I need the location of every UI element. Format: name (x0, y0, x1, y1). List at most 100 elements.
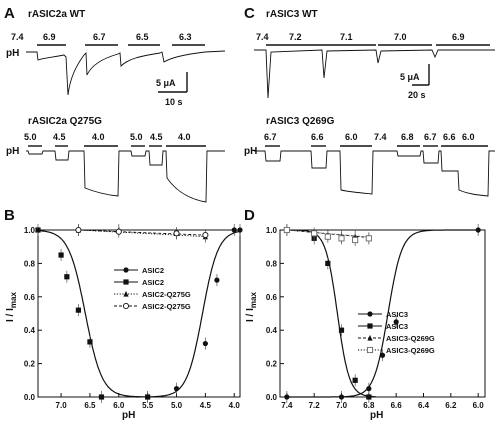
legend-marker (367, 323, 373, 329)
data-point (352, 377, 358, 383)
legend-label: ASIC2 (142, 266, 164, 275)
x-tick-label: 4.0 (229, 401, 241, 410)
x-tick-label: 6.4 (418, 401, 430, 410)
ph-value: 6.9 (452, 32, 465, 42)
y-axis-label: I / I (245, 308, 256, 322)
data-point (311, 230, 318, 237)
legend: ASIC2 ASIC2 ASIC2-Q275G ASIC2-Q275G (114, 266, 191, 311)
ph-value: 5.0 (24, 132, 37, 142)
y-tick-label: 1.0 (266, 226, 278, 235)
legend-marker (123, 267, 129, 273)
ph-value: 7.4 (256, 32, 269, 42)
ph-axis-label: pH (244, 146, 257, 157)
y-tick-label: 0.2 (24, 360, 36, 369)
ph-value: 6.7 (424, 132, 437, 142)
series-line (136, 230, 241, 398)
data-point (338, 394, 345, 400)
data-point (393, 319, 399, 325)
plot-frame (37, 229, 241, 398)
current-trace (26, 50, 226, 96)
data-point (115, 228, 122, 235)
y-axis-label: I / I (5, 308, 16, 322)
data-point (366, 394, 372, 400)
legend-label: ASIC3-Q269G (386, 346, 435, 355)
scale-time-label: 20 s (408, 90, 426, 100)
ph-value: 5.0 (130, 132, 143, 142)
legend-label: ASIC3 (386, 310, 408, 319)
data-point (284, 394, 290, 400)
series-line (78, 229, 206, 238)
data-point (324, 233, 331, 240)
y-tick-label: 1.0 (24, 226, 36, 235)
ph-value: 6.6 (311, 132, 324, 142)
chart-d-plot: 7.4 7.2 7.0 6.8 6.6 6.4 6.2 6.0 0.0 0.2 0.4 0.6 0.8 1… (266, 224, 486, 410)
y-tick-label: 0.6 (266, 293, 278, 302)
data-point (173, 230, 180, 237)
legend: ASIC3 ASIC3 ASIC3-Q269G ASIC3-Q269G (358, 310, 435, 355)
data-point (338, 235, 345, 242)
ph-value: 6.6 (443, 132, 456, 142)
ph-value: 4.5 (150, 132, 163, 142)
data-point (214, 277, 220, 283)
legend-marker (366, 346, 374, 354)
x-tick-label: 7.4 (281, 401, 293, 410)
data-point (35, 227, 41, 233)
legend-label: ASIC2 (142, 278, 164, 287)
x-tick-label: 5.5 (142, 401, 154, 410)
data-point (338, 327, 345, 333)
ph-value: 7.1 (340, 32, 353, 42)
panel-a-traces: A rASIC2a WT 7.4 6.9 6.7 6.5 6.3 pH 5 μA… (4, 5, 226, 203)
panel-b-ylabel: I / Imax (5, 292, 18, 322)
legend-marker (123, 279, 129, 285)
current-trace (254, 150, 495, 197)
ph-value: 7.0 (394, 32, 407, 42)
panel-a-bottom-title: rASIC2a Q275G (28, 116, 102, 127)
x-axis-label: pH (370, 410, 383, 421)
ph-axis-label: pH (6, 48, 19, 59)
ph-value: 4.0 (178, 132, 191, 142)
data-point (173, 386, 180, 392)
x-tick-label: 5.0 (171, 401, 183, 410)
data-point (231, 227, 237, 233)
ph-value: 6.8 (401, 132, 414, 142)
data-point (475, 227, 481, 233)
data-point (325, 260, 331, 266)
panel-b-letter: B (4, 207, 15, 224)
y-axis-label-sub: max (249, 292, 258, 309)
legend-marker (122, 302, 130, 310)
ph-value: 6.3 (179, 32, 192, 42)
ph-value: 7.4 (11, 32, 24, 42)
x-tick-label: 6.5 (84, 401, 96, 410)
panel-a-letter: A (4, 5, 15, 22)
scale-time-label: 10 s (165, 97, 183, 107)
legend-marker (123, 290, 129, 297)
data-point (283, 226, 290, 234)
data-point (379, 352, 386, 358)
current-trace (254, 49, 495, 99)
x-axis-label: pH (122, 410, 135, 421)
data-point (98, 394, 105, 400)
data-point (75, 226, 82, 234)
panel-b-chart: B I / Imax pH 7.0 6.5 6.0 5.5 5.0 4.5 4.0 0.0 0.… (4, 207, 243, 421)
ph-axis-label: pH (6, 146, 19, 157)
data-point (87, 339, 93, 345)
ph-value: 6.0 (345, 132, 358, 142)
x-tick-label: 6.0 (113, 401, 125, 410)
x-tick-label: 6.2 (445, 401, 457, 410)
ph-value: 6.0 (462, 132, 475, 142)
data-point (202, 231, 209, 239)
ph-value: 6.9 (43, 32, 56, 42)
x-tick-label: 6.8 (363, 401, 375, 410)
panel-a-top-title: rASIC2a WT (28, 9, 85, 20)
data-point (366, 386, 372, 392)
data-point (237, 227, 243, 233)
scale-current-label: 5 μA (156, 78, 176, 88)
current-trace (26, 150, 225, 203)
data-point (75, 307, 81, 313)
x-tick-label: 7.0 (56, 401, 68, 410)
data-point (145, 394, 151, 400)
svg-text:I / Imax: I / Imax (245, 292, 258, 322)
data-point (365, 235, 372, 242)
series-line (78, 229, 206, 236)
